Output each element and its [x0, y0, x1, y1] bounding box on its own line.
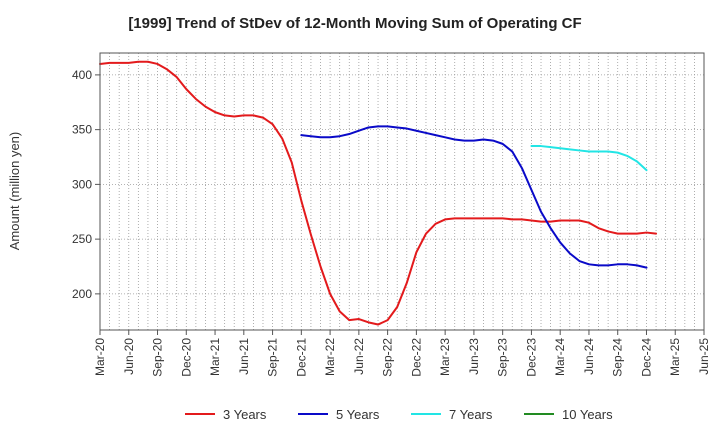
x-tick-label: Mar-20	[93, 338, 107, 376]
x-tick-label: Jun-21	[237, 338, 251, 375]
x-tick-label: Mar-24	[553, 338, 567, 376]
legend-label-0: 3 Years	[223, 407, 267, 422]
x-tick-label: Jun-25	[697, 338, 711, 375]
x-tick-label: Jun-23	[467, 338, 481, 375]
y-tick-label: 350	[72, 123, 92, 137]
plot-area	[100, 53, 704, 330]
x-tick-label: Mar-25	[668, 338, 682, 376]
y-tick-label: 300	[72, 177, 92, 191]
x-tick-label: Jun-24	[582, 338, 596, 375]
series-layer	[99, 60, 658, 326]
x-tick-label: Sep-20	[151, 338, 165, 377]
legend-label-2: 7 Years	[449, 407, 493, 422]
x-tick-label: Mar-23	[438, 338, 452, 376]
x-tick-label: Jun-20	[122, 338, 136, 375]
x-tick-label: Dec-24	[639, 338, 653, 377]
y-axis-label: Amount (million yen)	[7, 132, 22, 251]
chart-title: [1999] Trend of StDev of 12-Month Moving…	[128, 15, 581, 32]
y-tick-label: 250	[72, 232, 92, 246]
x-tick-label: Dec-21	[294, 338, 308, 377]
x-tick-label: Mar-21	[208, 338, 222, 376]
x-tick-label: Sep-24	[611, 338, 625, 377]
grid	[99, 53, 705, 330]
legend-label-3: 10 Years	[562, 407, 613, 422]
x-tick-label: Dec-22	[409, 338, 423, 377]
series-line-2	[530, 145, 648, 172]
y-tick-label: 400	[72, 68, 92, 82]
x-tick-label: Jun-22	[352, 338, 366, 375]
series-line-1	[300, 125, 648, 269]
x-tick-label: Sep-23	[496, 338, 510, 377]
plot-frame	[99, 52, 705, 331]
y-tick-label: 200	[72, 287, 92, 301]
x-tick-label: Sep-21	[266, 338, 280, 377]
x-tick-label: Sep-22	[381, 338, 395, 377]
x-tick-label: Mar-22	[323, 338, 337, 376]
series-line-0	[99, 60, 658, 326]
legend-label-1: 5 Years	[336, 407, 380, 422]
x-tick-label: Dec-23	[524, 338, 538, 377]
axes: 200 250 300 350 400 Mar-20 Jun-20 Sep-20 Dec-20 M…	[72, 52, 711, 377]
x-tick-label: Dec-20	[179, 338, 193, 377]
legend: 3 Years 5 Years 7 Years 10 Years	[185, 407, 613, 422]
plot-background	[100, 53, 704, 330]
